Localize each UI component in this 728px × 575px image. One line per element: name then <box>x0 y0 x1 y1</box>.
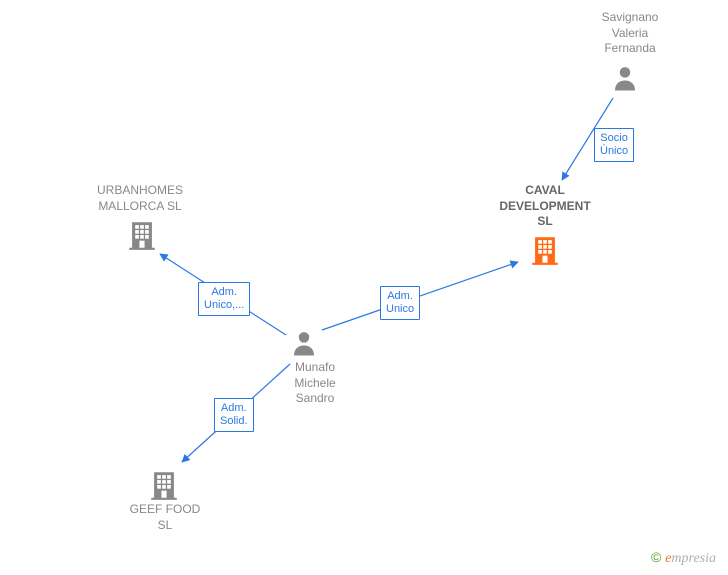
node-label-geef: GEEF FOODSL <box>105 502 225 533</box>
watermark: © empresia <box>651 549 716 567</box>
edge-label-munafo-caval: Adm.Unico <box>380 286 420 320</box>
node-label-caval: CAVALDEVELOPMENTSL <box>485 183 605 230</box>
watermark-brand: mpresia <box>671 551 716 566</box>
edge-label-munafo-geef: Adm.Solid. <box>214 398 254 432</box>
copyright-symbol: © <box>651 549 661 565</box>
edge-label-munafo-urbanhomes: Adm.Unico,... <box>198 282 250 316</box>
building-icon <box>528 233 562 272</box>
edge-label-savignano-caval: SocioÚnico <box>594 128 634 162</box>
node-label-munafo: MunafoMicheleSandro <box>255 360 375 407</box>
person-icon <box>289 328 319 363</box>
node-label-savignano: SavignanoValeriaFernanda <box>570 10 690 57</box>
building-icon <box>125 218 159 257</box>
node-label-urbanhomes: URBANHOMESMALLORCA SL <box>80 183 200 214</box>
person-icon <box>610 63 640 98</box>
